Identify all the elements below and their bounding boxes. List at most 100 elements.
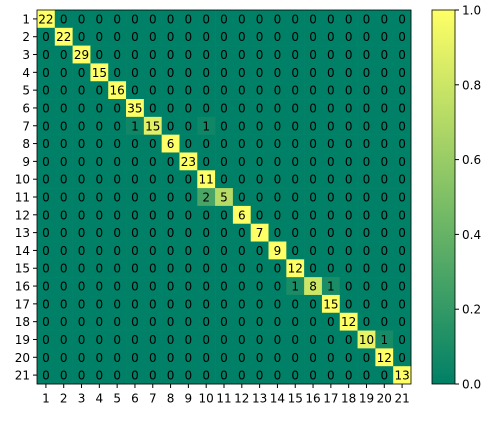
y-tick-label: 7 — [22, 119, 30, 133]
cell-label: 0 — [238, 137, 246, 151]
cell — [250, 10, 269, 29]
cell-label: 0 — [291, 30, 299, 44]
cell — [90, 312, 109, 331]
cell-label: 0 — [345, 119, 353, 133]
cell-label: 0 — [113, 208, 121, 222]
cell-label: 0 — [327, 119, 335, 133]
cell — [339, 63, 358, 82]
cell-label: 0 — [238, 333, 246, 347]
cell-label: 0 — [167, 244, 175, 258]
cell-label: 0 — [256, 208, 264, 222]
cell — [143, 10, 162, 29]
cell — [143, 99, 162, 118]
cell — [90, 294, 109, 314]
cell-label: 0 — [202, 369, 210, 383]
cell — [143, 152, 162, 171]
cell-label: 0 — [220, 315, 228, 329]
cell — [143, 223, 162, 242]
cell-label: 0 — [78, 208, 86, 222]
cell-label: 0 — [185, 12, 193, 26]
cell — [161, 366, 180, 385]
cell — [90, 223, 109, 242]
cell-label: 0 — [131, 262, 139, 276]
cell-label: 0 — [149, 48, 157, 62]
cell — [54, 312, 73, 331]
cell-label: 0 — [238, 191, 246, 205]
cell — [90, 63, 109, 82]
cell — [232, 45, 252, 64]
cell-label: 0 — [256, 333, 264, 347]
cell-label: 0 — [256, 30, 264, 44]
cell — [268, 312, 287, 331]
cell-label: 0 — [185, 315, 193, 329]
cell-label: 0 — [238, 262, 246, 276]
cell-label: 0 — [238, 315, 246, 329]
cell-label: 0 — [78, 173, 86, 187]
cell — [304, 241, 323, 260]
cell — [108, 366, 127, 385]
cell-label: 11 — [199, 173, 214, 187]
cell-label: 0 — [220, 173, 228, 187]
colorbar-tick-label: 1.0 — [462, 4, 481, 18]
cell-label: 0 — [398, 208, 406, 222]
cell — [375, 241, 394, 260]
cell-label: 0 — [78, 315, 86, 329]
cell — [375, 63, 394, 82]
cell — [268, 10, 287, 29]
cell-label: 0 — [185, 66, 193, 80]
cell-label: 0 — [202, 208, 210, 222]
cell — [179, 152, 198, 171]
cell-label: 0 — [202, 315, 210, 329]
cell-label: 0 — [256, 84, 264, 98]
cell — [90, 366, 109, 385]
cell — [37, 45, 56, 64]
cell-label: 0 — [220, 155, 228, 169]
cell — [321, 312, 341, 331]
cell — [286, 277, 305, 296]
y-tick-label: 1 — [22, 12, 30, 26]
cell-label: 0 — [291, 12, 299, 26]
cell-label: 0 — [274, 101, 282, 115]
cell-label: 0 — [238, 84, 246, 98]
cell — [54, 366, 73, 385]
cell-label: 0 — [380, 369, 388, 383]
cell-label: 0 — [60, 333, 68, 347]
cell-label: 0 — [380, 191, 388, 205]
cell — [197, 366, 216, 385]
cell — [179, 330, 198, 349]
cell-label: 0 — [78, 84, 86, 98]
cell-label: 0 — [220, 66, 228, 80]
cell-label: 0 — [131, 333, 139, 347]
cell-label: 15 — [145, 119, 160, 133]
cell — [215, 134, 234, 153]
cell — [108, 312, 127, 331]
cell — [126, 205, 145, 225]
cell-label: 0 — [363, 155, 371, 169]
cell — [54, 241, 73, 260]
cell-label: 0 — [274, 30, 282, 44]
cell — [232, 294, 252, 314]
cell-label: 0 — [274, 315, 282, 329]
cell — [197, 45, 216, 64]
cell — [339, 116, 358, 135]
cell-label: 0 — [345, 226, 353, 240]
cell-label: 0 — [131, 315, 139, 329]
cell-label: 0 — [238, 155, 246, 169]
x-tick-label: 1 — [42, 392, 50, 406]
cell — [215, 81, 234, 100]
cell — [54, 10, 73, 29]
cell-label: 0 — [96, 30, 104, 44]
cell — [215, 116, 234, 135]
cell — [90, 241, 109, 260]
cell — [339, 134, 358, 153]
cell — [161, 294, 180, 314]
cell — [304, 63, 323, 82]
cell — [161, 81, 180, 100]
cell-label: 0 — [96, 84, 104, 98]
y-tick-label: 20 — [15, 351, 30, 365]
x-tick-label: 19 — [359, 392, 374, 406]
cell-label: 0 — [220, 119, 228, 133]
cell-label: 0 — [309, 173, 317, 187]
cell — [250, 330, 269, 349]
cell-label: 0 — [42, 297, 50, 311]
